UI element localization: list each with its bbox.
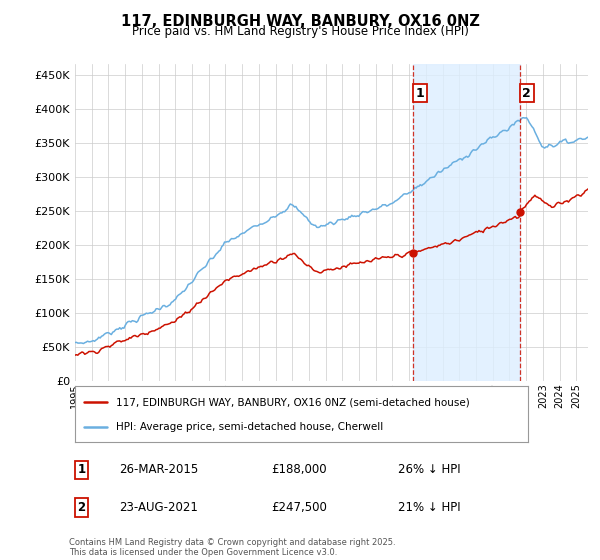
Text: £247,500: £247,500 [271,501,328,514]
Text: HPI: Average price, semi-detached house, Cherwell: HPI: Average price, semi-detached house,… [116,422,383,432]
Text: 117, EDINBURGH WAY, BANBURY, OX16 0NZ: 117, EDINBURGH WAY, BANBURY, OX16 0NZ [121,14,479,29]
Text: 21% ↓ HPI: 21% ↓ HPI [398,501,460,514]
Text: 1: 1 [416,87,424,100]
Text: Contains HM Land Registry data © Crown copyright and database right 2025.
This d: Contains HM Land Registry data © Crown c… [69,538,395,557]
Text: 2: 2 [77,501,85,514]
Text: 2: 2 [523,87,531,100]
Text: 117, EDINBURGH WAY, BANBURY, OX16 0NZ (semi-detached house): 117, EDINBURGH WAY, BANBURY, OX16 0NZ (s… [116,397,470,407]
Text: 26% ↓ HPI: 26% ↓ HPI [398,463,460,476]
Text: 1: 1 [77,463,85,476]
Text: 26-MAR-2015: 26-MAR-2015 [119,463,199,476]
Text: Price paid vs. HM Land Registry's House Price Index (HPI): Price paid vs. HM Land Registry's House … [131,25,469,38]
Text: £188,000: £188,000 [271,463,327,476]
Bar [413,64,520,381]
Text: 23-AUG-2021: 23-AUG-2021 [119,501,198,514]
